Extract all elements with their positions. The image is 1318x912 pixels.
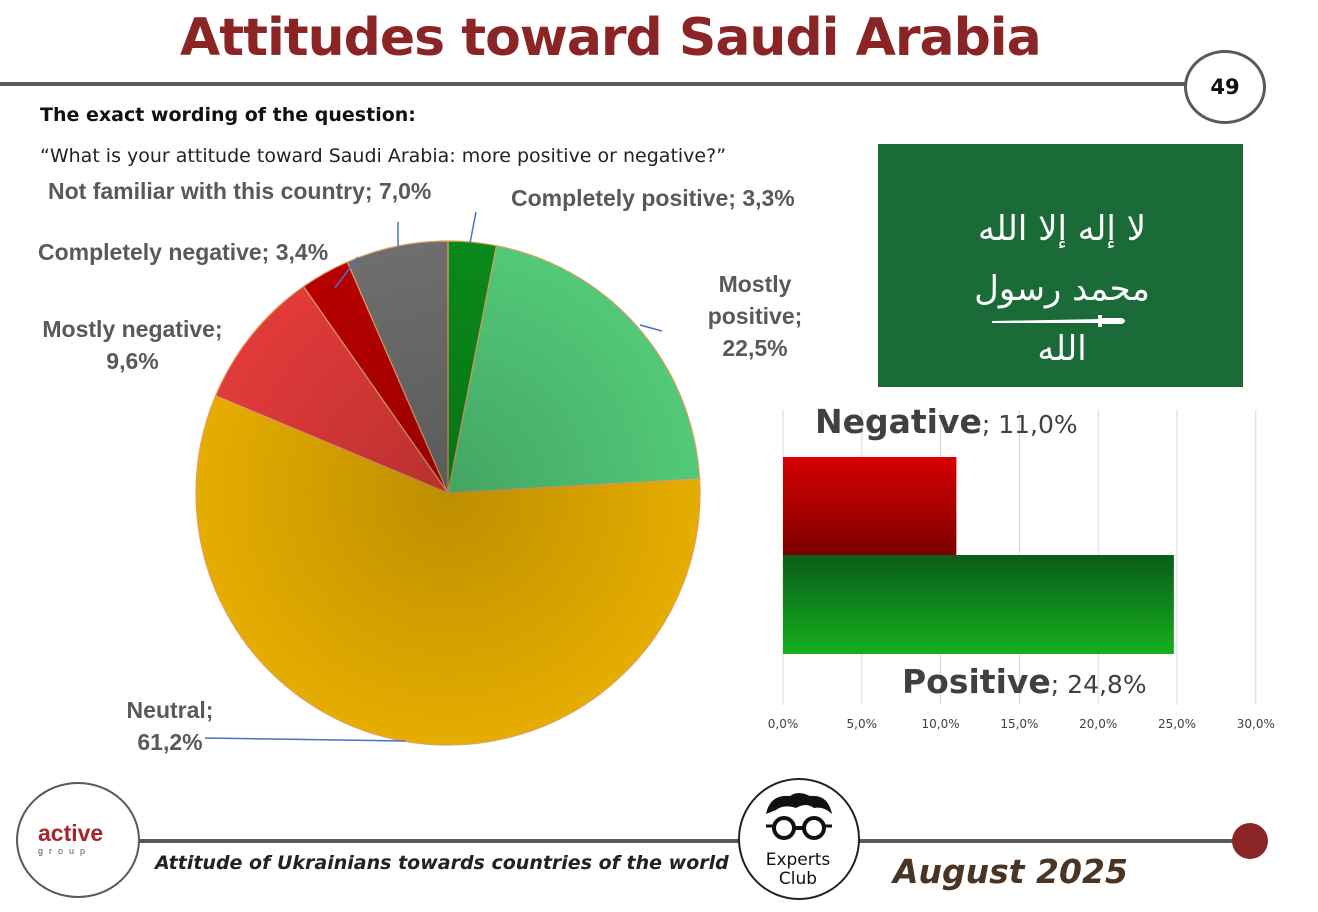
pie-label-not-familiar: Not familiar with this country; 7,0% xyxy=(48,178,432,204)
pie-label-mostly-negative: Mostly negative; 9,6% xyxy=(40,313,225,377)
positive-category: Positive xyxy=(902,662,1051,701)
decorative-dot xyxy=(1232,823,1268,859)
report-date: August 2025 xyxy=(893,852,1128,891)
negative-value: ; 11,0% xyxy=(981,410,1078,439)
x-tick-label: 20,0% xyxy=(1079,717,1117,731)
x-tick-label: 15,0% xyxy=(1000,717,1038,731)
flag-shahada: لا إله إلا الله محمد رسول الله xyxy=(974,209,1150,369)
question-heading: The exact wording of the question: xyxy=(40,104,416,126)
leader-line-neutral xyxy=(204,737,406,742)
positive-value: ; 24,8% xyxy=(1050,670,1147,699)
logo-subtitle: group xyxy=(38,846,92,856)
pie-label-completely-positive: Completely positive; 3,3% xyxy=(511,185,795,211)
bar-positive xyxy=(783,555,1174,654)
mostly-positive-label-text: Mostly positive; 22,5% xyxy=(707,271,803,361)
footer-divider xyxy=(130,839,1245,843)
bar-label-negative: Negative; 11,0% xyxy=(815,402,1078,441)
pie-label-completely-negative: Completely negative; 3,4% xyxy=(38,239,329,265)
negative-category: Negative xyxy=(815,402,982,441)
experts-club-text: Experts Club xyxy=(738,851,858,889)
sword-icon xyxy=(992,315,1125,327)
glasses-face-icon xyxy=(766,793,832,840)
x-tick-label: 10,0% xyxy=(922,717,960,731)
pie-label-mostly-positive: Mostly positive; 22,5% xyxy=(700,268,810,364)
bar-negative xyxy=(783,457,957,556)
logo-wordmark: active xyxy=(38,820,104,846)
pie-label-neutral: Neutral; 61,2% xyxy=(120,694,220,758)
mostly-negative-label-text: Mostly negative; 9,6% xyxy=(42,316,223,374)
experts-club-logo xyxy=(738,778,860,900)
saudi-flag-image: لا إله إلا الله محمد رسول الله xyxy=(878,144,1243,387)
pie-shading xyxy=(196,241,700,745)
experts-line-2: Club xyxy=(778,869,818,889)
experts-line-1: Experts xyxy=(765,850,831,870)
footer-caption: Attitude of Ukrainians towards countries… xyxy=(155,852,729,874)
active-group-logo xyxy=(16,782,140,898)
pie-chart xyxy=(195,211,701,746)
x-tick-label: 30,0% xyxy=(1237,717,1275,731)
x-tick-label: 5,0% xyxy=(847,717,878,731)
question-text: “What is your attitude toward Saudi Arab… xyxy=(40,145,727,167)
page-number: 49 xyxy=(1184,50,1266,124)
leader-line-mostly-positive xyxy=(639,324,663,332)
bar-chart: 0,0% 5,0% 10,0% 15,0% 20,0% 25,0% 30,0% xyxy=(768,410,1275,731)
leader-line-completely-negative xyxy=(334,256,359,289)
page-title: Attitudes toward Saudi Arabia xyxy=(180,8,1042,68)
header-divider xyxy=(0,82,1190,86)
x-tick-label: 0,0% xyxy=(768,717,799,731)
neutral-label-text: Neutral; 61,2% xyxy=(126,697,214,755)
bar-label-positive: Positive; 24,8% xyxy=(902,662,1147,701)
x-tick-label: 25,0% xyxy=(1158,717,1196,731)
leader-line-completely-positive xyxy=(469,211,477,244)
